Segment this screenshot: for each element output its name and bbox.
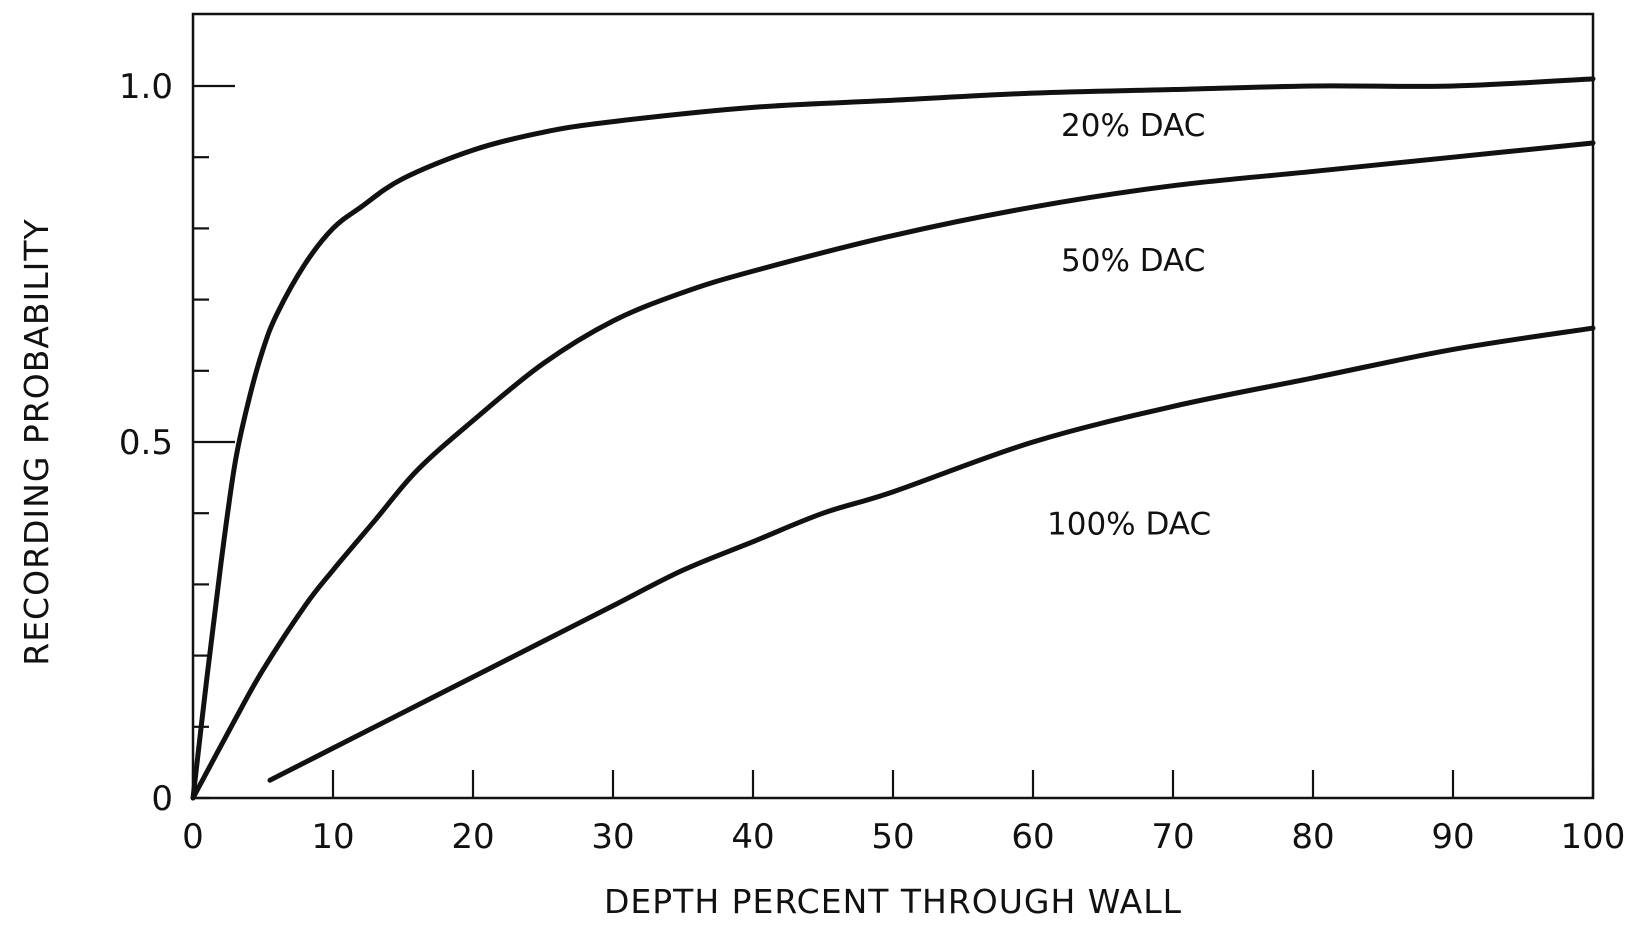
x-tick-label: 50 <box>871 817 914 857</box>
x-tick-label: 40 <box>731 817 774 857</box>
annotation-layer: 20% DAC 50% DAC 100% DAC <box>1047 108 1211 543</box>
series-label-20-dac: 20% DAC <box>1061 108 1205 144</box>
x-tick-label: 70 <box>1151 817 1194 857</box>
plot-frame <box>191 12 1595 800</box>
series-line-100-dac <box>267 325 1596 783</box>
y-tick-label: 0.5 <box>119 423 173 463</box>
series-label-100-dac: 100% DAC <box>1047 507 1211 543</box>
series-layer <box>190 76 1596 801</box>
x-tick-label: 80 <box>1291 817 1334 857</box>
x-tick-label: 30 <box>591 817 634 857</box>
y-tick-label: 1.0 <box>119 67 173 107</box>
y-tick-label: 0 <box>151 779 173 819</box>
x-tick-label: 100 <box>1561 817 1626 857</box>
x-tick-label: 10 <box>311 817 354 857</box>
x-axis-ticks: 0 10 20 30 40 50 60 70 80 90 100 <box>182 770 1625 857</box>
x-axis-label: DEPTH PERCENT THROUGH WALL <box>604 882 1182 921</box>
x-tick-label: 20 <box>451 817 494 857</box>
series-line-50-dac <box>190 140 1596 801</box>
x-tick-label: 0 <box>182 817 204 857</box>
y-axis-ticks: 0 0.5 1.0 <box>119 67 235 819</box>
x-tick-label: 60 <box>1011 817 1054 857</box>
series-label-50-dac: 50% DAC <box>1061 243 1205 279</box>
x-tick-label: 90 <box>1431 817 1474 857</box>
series-line-20-dac <box>190 76 1596 801</box>
y-axis-label: RECORDING PROBABILITY <box>17 218 56 665</box>
